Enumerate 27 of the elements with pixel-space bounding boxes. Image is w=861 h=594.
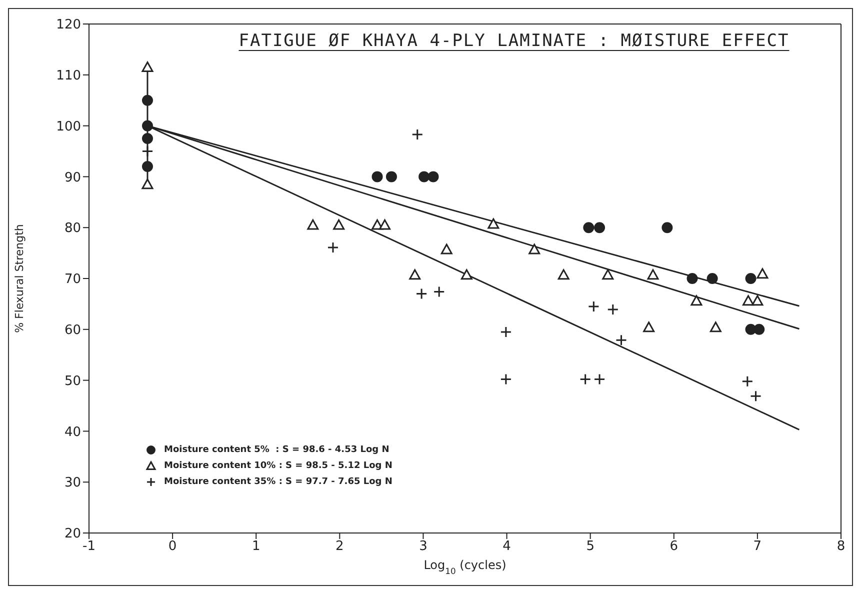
y-tick-label: 100 (56, 119, 81, 134)
y-tick-label: 80 (64, 221, 81, 236)
legend-label: Moisture content 35% : S = 97.7 - 7.65 Log N (164, 477, 392, 487)
chart-title: FATIGUE ØF KHAYA 4-PLY LAMINATE : MØISTURE EFFECT (238, 31, 790, 51)
x-tick-label: 2 (336, 539, 344, 554)
y-tick-label: 90 (64, 170, 81, 186)
y-tick-label: 120 (56, 18, 81, 33)
x-tick-label: 8 (836, 539, 846, 554)
x-tick-label: 0 (168, 539, 177, 554)
legend-label: Moisture content 10% : S = 98.5 - 5.12 Log N (164, 461, 392, 471)
y-tick-label: 60 (64, 323, 81, 338)
y-tick-label: 50 (64, 374, 81, 389)
y-tick-label: 70 (64, 272, 81, 288)
y-tick-label: 30 (64, 476, 81, 491)
y-tick-label: 40 (64, 424, 81, 440)
legend-label: Moisture content 5% : S = 98.6 - 4.53 Log N (164, 445, 390, 455)
x-tick-label: 7 (753, 539, 762, 554)
x-tick-label: 1 (252, 539, 260, 554)
x-tick-label: 4 (502, 539, 511, 554)
x-tick-label: 5 (586, 539, 594, 554)
x-tick-label: -1 (82, 539, 96, 554)
y-tick-label: 20 (64, 526, 81, 542)
x-tick-label: 6 (670, 539, 678, 554)
y-axis-title: % Flexural Strength (12, 224, 26, 333)
y-tick-label: 110 (56, 68, 81, 84)
x-tick-label: 3 (419, 539, 428, 554)
x-axis-title: Log$_{10}$ (cycles) (424, 558, 506, 576)
